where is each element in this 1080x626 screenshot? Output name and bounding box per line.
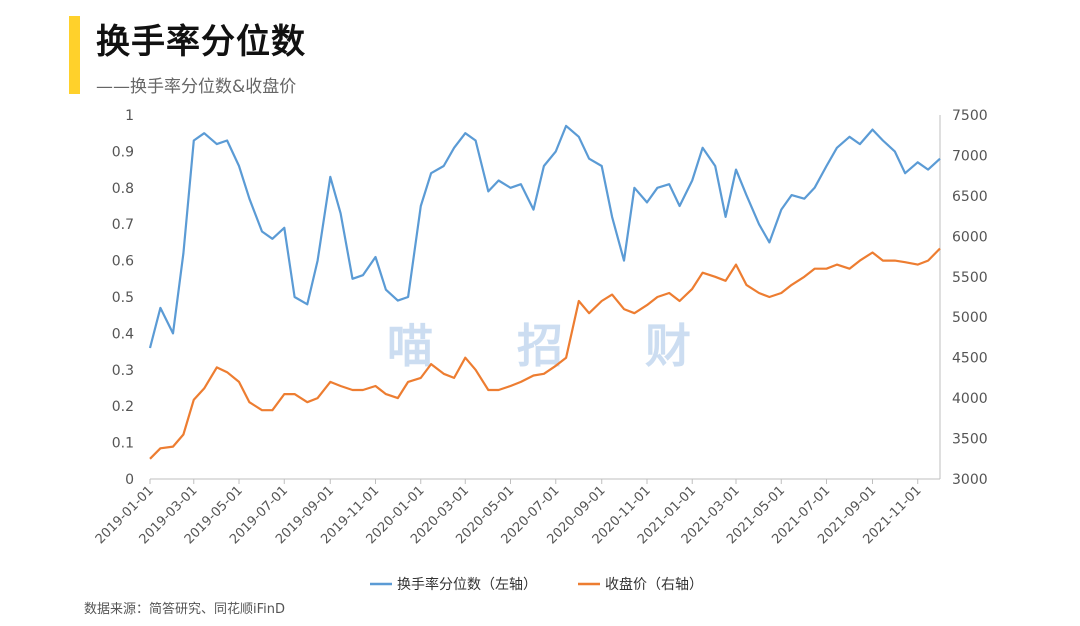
right-axis-tick-label: 5500 <box>952 270 988 286</box>
page-title: 换手率分位数 <box>96 22 306 62</box>
left-axis-tick-label: 0.8 <box>112 181 134 197</box>
left-axis-tick-label: 0.7 <box>112 217 134 233</box>
right-axis-tick-label: 6000 <box>952 229 988 245</box>
legend-label: 换手率分位数（左轴） <box>397 576 537 593</box>
right-axis-tick-label: 3000 <box>952 472 988 488</box>
data-source-note: 数据来源：简答研究、同花顺iFinD <box>84 602 286 617</box>
left-axis-tick-label: 0.2 <box>112 399 134 415</box>
left-axis-tick-label: 0.9 <box>112 144 134 160</box>
right-axis-tick-label: 4500 <box>952 351 988 367</box>
title-accent-bar <box>69 16 80 94</box>
left-axis-tick-label: 0 <box>125 472 134 488</box>
left-axis-tick-label: 1 <box>125 108 134 124</box>
page-subtitle: ——换手率分位数&收盘价 <box>96 77 297 97</box>
legend-label: 收盘价（右轴） <box>605 576 703 593</box>
left-axis-tick-label: 0.5 <box>112 290 134 306</box>
left-axis-tick-label: 0.4 <box>112 326 134 342</box>
left-axis-tick-label: 0.1 <box>112 436 134 452</box>
right-axis-tick-label: 7500 <box>952 108 988 124</box>
series-line-turnover <box>148 124 941 349</box>
left-axis-tick-label: 0.6 <box>112 254 134 270</box>
series-line-close <box>149 247 941 460</box>
watermark-char: 财 <box>645 319 691 373</box>
right-axis-tick-label: 3500 <box>952 432 988 448</box>
right-axis-tick-label: 5000 <box>952 310 988 326</box>
left-axis-tick-label: 0.3 <box>112 363 134 379</box>
right-axis-tick-label: 4000 <box>952 391 988 407</box>
right-axis-tick-label: 7000 <box>952 148 988 164</box>
right-axis-tick-label: 6500 <box>952 189 988 205</box>
watermark-char: 招 <box>517 319 563 373</box>
watermark-char: 喵 <box>387 319 433 373</box>
